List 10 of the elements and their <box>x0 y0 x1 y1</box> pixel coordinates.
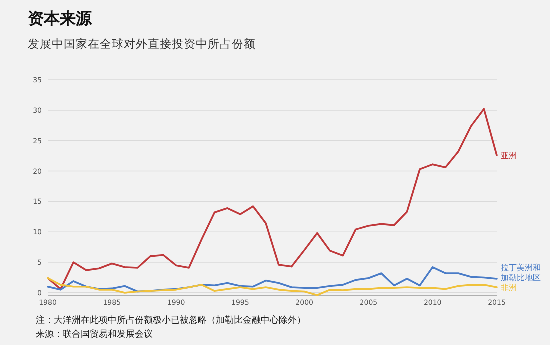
series-label: 拉丁美洲和加勒比地区 <box>501 263 541 282</box>
chart-subtitle: 发展中国家在全球对外直接投资中所占份额 <box>28 37 256 51</box>
chart-title: 资本来源 <box>28 9 93 28</box>
line-series <box>47 277 498 296</box>
source-note: 来源：联合国贸易和发展会议 <box>36 329 153 340</box>
line-series <box>47 108 498 290</box>
line-series <box>47 266 498 293</box>
series-label: 亚洲 <box>501 151 517 160</box>
series-label: 非洲 <box>501 283 517 292</box>
text: 注：大洋洲在此项中所占份额极小已被忽略（加勒比金融中心除外） <box>36 315 306 326</box>
